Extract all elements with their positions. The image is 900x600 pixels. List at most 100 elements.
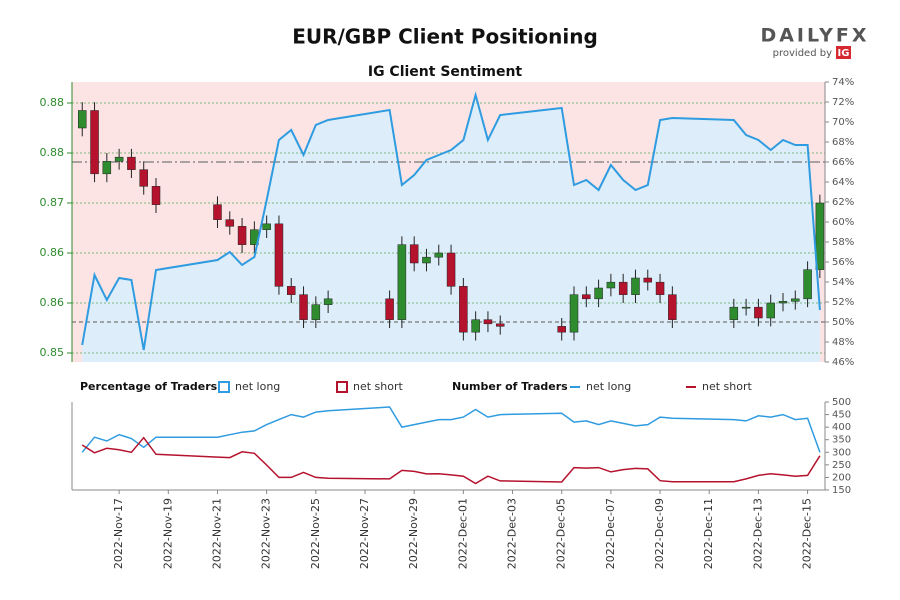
candle-body	[409, 244, 419, 264]
candle-body	[791, 298, 800, 302]
y2-tick-label: 74%	[832, 77, 854, 88]
legend-title: Number of Traders	[452, 380, 568, 393]
x-tick-label: 2022-Dec-07	[604, 498, 617, 569]
net-long-line	[81, 91, 821, 351]
y2-tick-label: 70%	[832, 117, 854, 128]
candle-body	[323, 298, 333, 305]
candle-body	[655, 281, 665, 295]
x-tick-label: 2022-Dec-01	[456, 498, 469, 569]
candle-body	[274, 223, 284, 287]
y-tick-label: 500	[832, 397, 851, 408]
candle-body	[434, 252, 444, 258]
candle-body	[459, 286, 468, 333]
legend-label: net long	[235, 380, 280, 393]
candle-body	[606, 281, 616, 289]
candle-body	[471, 319, 480, 333]
y-tick-label: 0.86	[40, 246, 65, 259]
x-tick-label: 2022-Dec-13	[751, 498, 764, 569]
candle-body	[483, 319, 493, 325]
candle-body	[299, 294, 308, 320]
x-tick-label: 2022-Nov-21	[210, 498, 223, 569]
candle-body	[618, 281, 628, 295]
candle-body	[225, 219, 235, 227]
candle-body	[495, 323, 505, 327]
x-tick-label: 2022-Nov-23	[260, 498, 273, 569]
y-tick-label: 0.85	[40, 346, 65, 359]
y-tick-label: 0.87	[40, 196, 65, 209]
logo-badge	[836, 46, 851, 59]
candle-body	[557, 326, 566, 333]
candle-body	[766, 302, 775, 319]
candle-body	[77, 110, 87, 129]
candle-body	[582, 294, 591, 300]
legend-swatch	[336, 381, 348, 393]
y-tick-label: 0.88	[40, 96, 65, 109]
candle-body	[754, 306, 763, 319]
y2-tick-label: 48%	[832, 337, 854, 348]
candle-body	[213, 204, 222, 220]
x-tick-label: 2022-Nov-25	[309, 498, 322, 569]
candle-body	[286, 286, 296, 295]
candle-body	[127, 156, 136, 170]
legend-swatch	[218, 381, 230, 393]
candle-body	[311, 304, 321, 320]
y-tick-label: 250	[832, 460, 851, 471]
y-tick-label: 150	[832, 485, 851, 496]
y-tick-label: 200	[832, 472, 851, 483]
y-tick-label: 400	[832, 422, 851, 433]
logo-note: provided by	[773, 48, 832, 59]
chart-subtitle: IG Client Sentiment	[368, 64, 523, 80]
candle-body	[446, 252, 456, 287]
candle-body	[569, 294, 579, 333]
y2-tick-label: 66%	[832, 157, 854, 168]
candle-body	[139, 169, 148, 187]
x-tick-label: 2022-Dec-03	[506, 498, 519, 569]
y2-tick-label: 72%	[832, 97, 854, 108]
candle-body	[741, 306, 751, 309]
candle-body	[422, 256, 431, 264]
legend-title: Percentage of Traders	[80, 380, 218, 393]
candle-body	[114, 156, 124, 162]
y2-tick-label: 50%	[832, 317, 854, 328]
chart-title: EUR/GBP Client Positioning	[292, 25, 598, 49]
logo-brand: IG	[838, 48, 850, 59]
x-tick-label: 2022-Dec-09	[653, 498, 666, 569]
candle-body	[778, 301, 788, 304]
candle-body	[668, 294, 677, 320]
y-tick-label: 350	[832, 435, 851, 446]
candle-body	[803, 269, 812, 300]
candle-body	[397, 244, 407, 320]
candle-body	[262, 223, 271, 230]
count-line	[81, 436, 821, 485]
candle-body	[815, 202, 825, 270]
y2-tick-label: 56%	[832, 257, 854, 268]
x-tick-label: 2022-Dec-15	[801, 498, 814, 569]
y-tick-label: 450	[832, 410, 851, 421]
x-tick-label: 2022-Nov-17	[112, 498, 125, 569]
y2-tick-label: 52%	[832, 297, 854, 308]
y2-tick-label: 54%	[832, 277, 854, 288]
y2-tick-label: 64%	[832, 177, 854, 188]
x-tick-label: 2022-Dec-05	[555, 498, 568, 569]
x-tick-label: 2022-Nov-19	[161, 498, 174, 569]
candle-body	[237, 226, 247, 245]
candle-body	[151, 186, 161, 205]
x-tick-label: 2022-Nov-29	[407, 498, 420, 569]
candle-body	[90, 110, 99, 175]
y2-tick-label: 68%	[832, 137, 854, 148]
legend-label: net short	[702, 380, 753, 393]
candle-body	[594, 287, 603, 300]
y2-tick-label: 58%	[832, 237, 854, 248]
y2-tick-label: 60%	[832, 217, 854, 228]
y2-tick-label: 46%	[832, 357, 854, 368]
y-tick-label: 0.86	[40, 296, 65, 309]
logo: DAILYFX	[760, 25, 869, 47]
legend-label: net short	[353, 380, 404, 393]
y-tick-label: 300	[832, 447, 851, 458]
candle-body	[385, 298, 394, 320]
candle-body	[643, 277, 653, 283]
count-line	[81, 406, 821, 453]
legend-label: net long	[586, 380, 631, 393]
x-tick-label: 2022-Nov-27	[358, 498, 371, 569]
